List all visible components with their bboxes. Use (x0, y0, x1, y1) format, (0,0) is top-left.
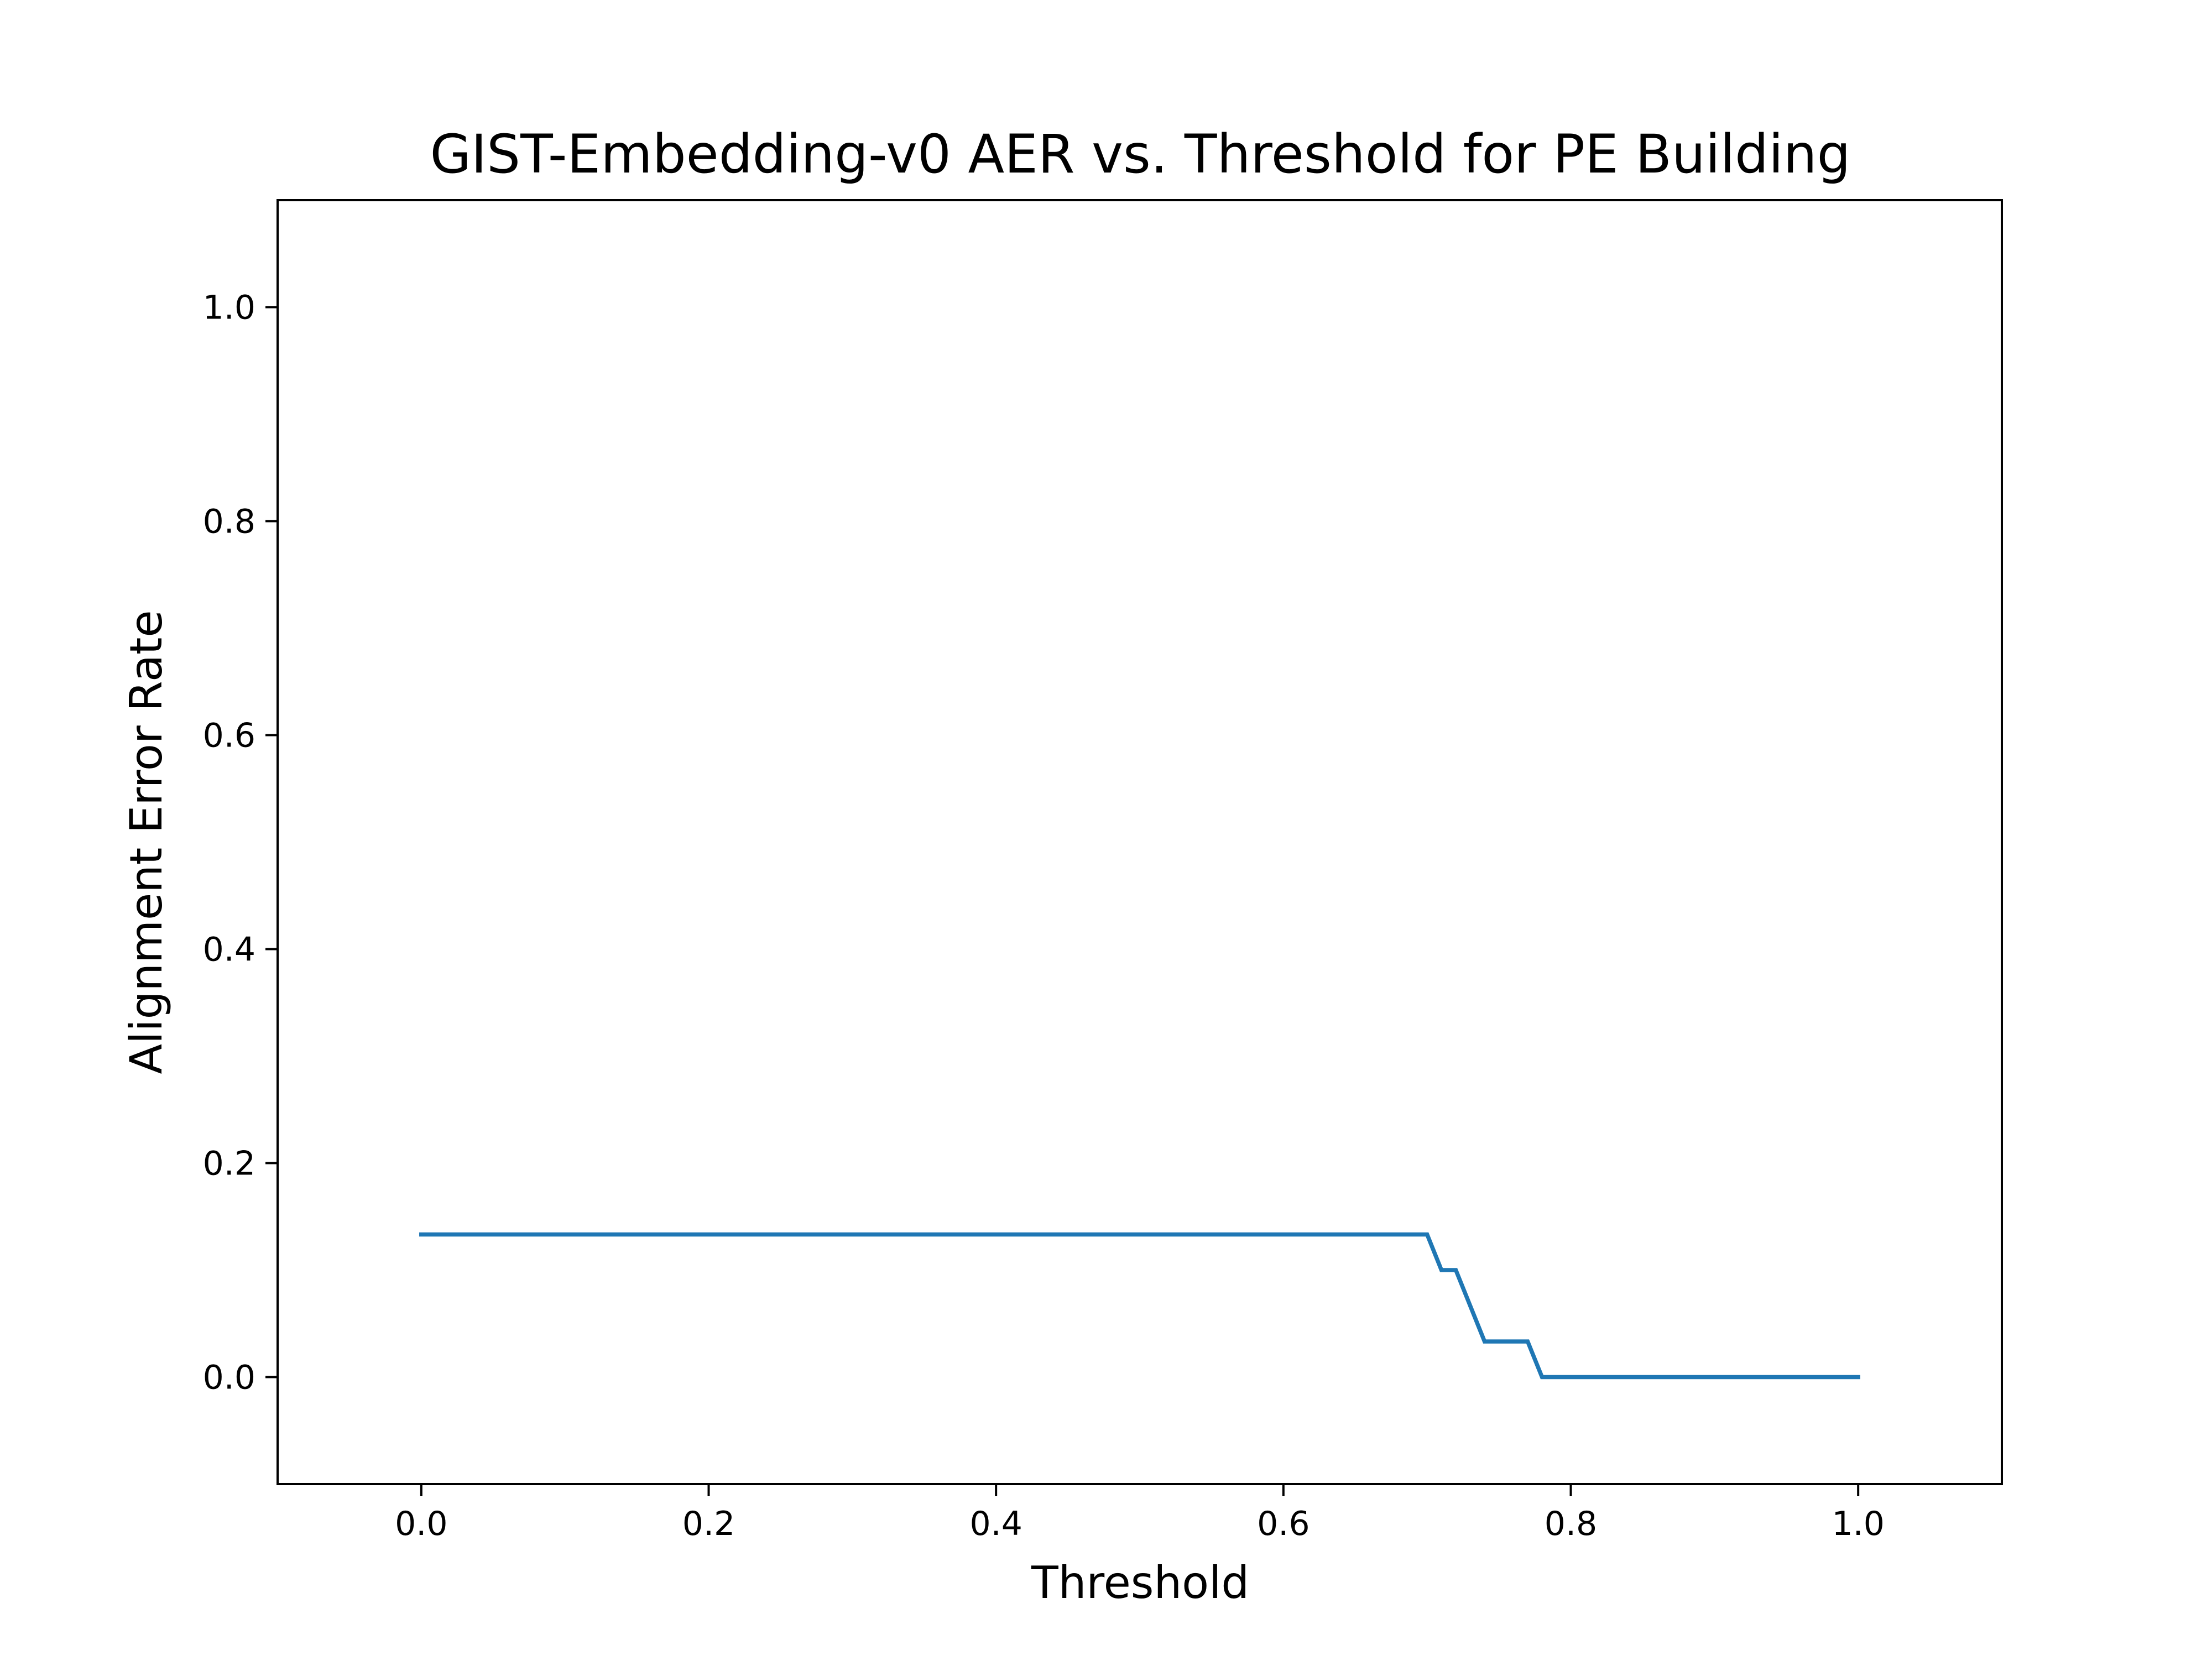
chart-title: GIST-Embedding-v0 AER vs. Threshold for … (430, 123, 1850, 185)
x-tick-label: 1.0 (1832, 1505, 1884, 1543)
y-tick-label: 0.4 (203, 931, 255, 969)
y-axis-label: Alignment Error Rate (121, 610, 172, 1074)
x-axis-label: Threshold (1031, 1557, 1249, 1608)
y-tick-label: 0.0 (203, 1359, 255, 1397)
x-tick-label: 0.2 (682, 1505, 735, 1543)
plot-frame (276, 199, 2003, 1485)
x-tick-label: 0.4 (969, 1505, 1022, 1543)
x-tick-label: 0.0 (395, 1505, 447, 1543)
x-tick-label: 0.6 (1257, 1505, 1310, 1543)
y-tick-label: 1.0 (203, 289, 255, 327)
series-line-0 (419, 1232, 1860, 1380)
y-tick-label: 0.8 (203, 503, 255, 541)
y-tick-label: 0.2 (203, 1145, 255, 1183)
y-tick-label: 0.6 (203, 717, 255, 755)
x-tick-label: 0.8 (1545, 1505, 1597, 1543)
